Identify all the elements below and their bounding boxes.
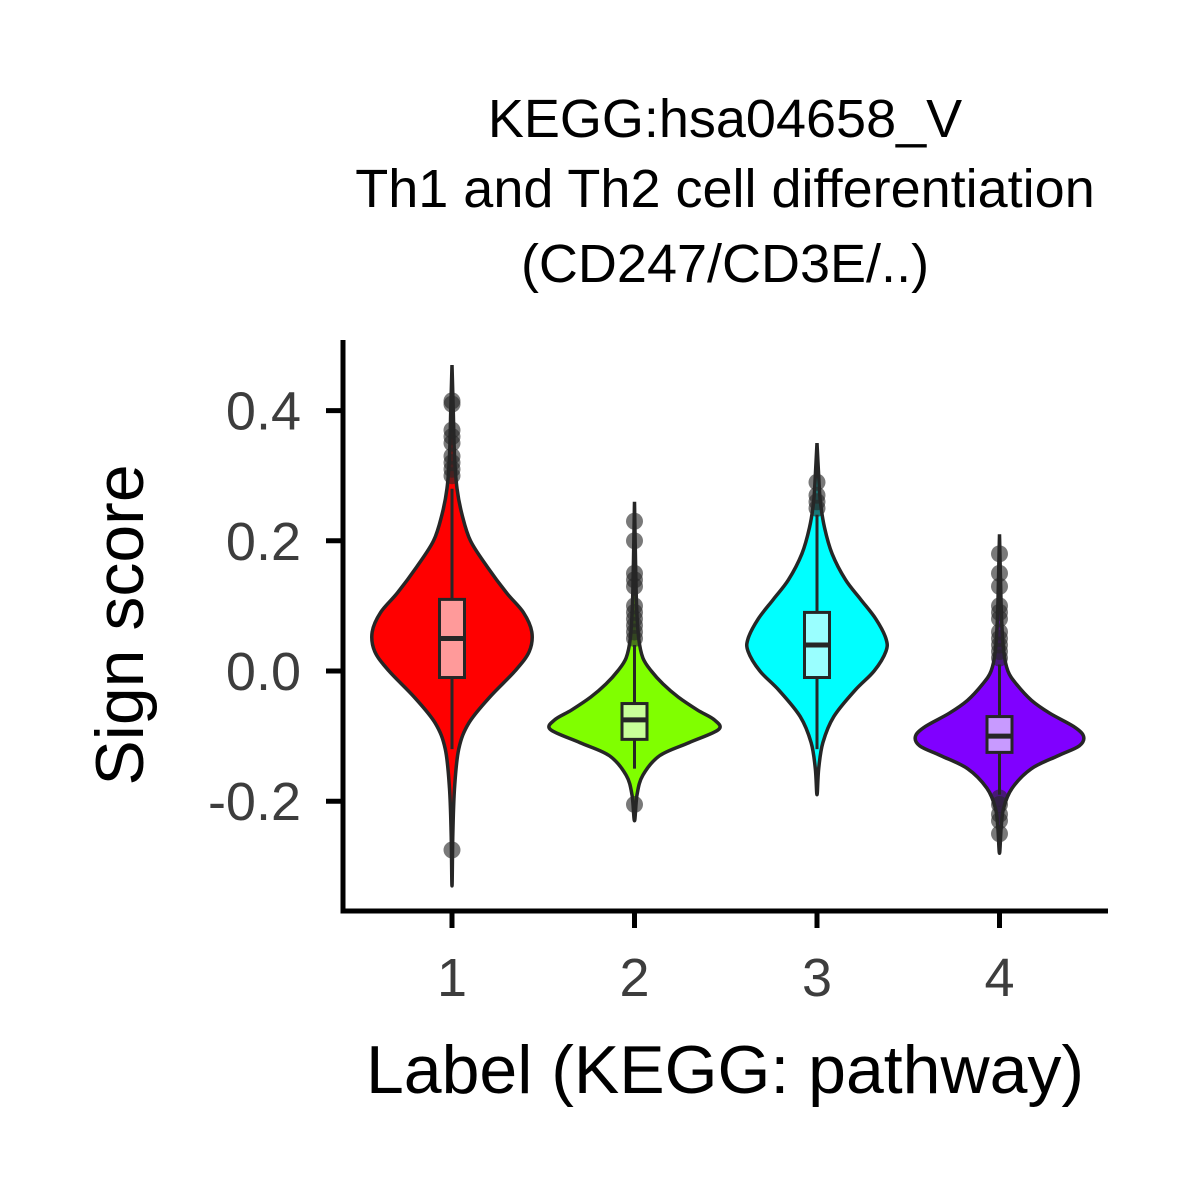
violin-group-4: [913, 534, 1086, 856]
violin-group-1: [370, 364, 534, 888]
y-tick-label: -0.2: [208, 772, 301, 832]
outlier-point: [626, 532, 643, 550]
outlier-point: [991, 564, 1008, 582]
outlier-point: [991, 825, 1008, 843]
y-axis-title: Sign score: [82, 464, 158, 785]
x-tick-label: 4: [984, 948, 1014, 1008]
chart-title-line-3: (CD247/CD3E/..): [521, 234, 929, 294]
y-tick-label: 0.2: [226, 512, 301, 572]
x-tick-label: 1: [437, 948, 467, 1008]
outlier-point: [443, 447, 461, 465]
x-axis-title: Label (KEGG: pathway): [366, 1032, 1084, 1108]
outlier-point: [991, 789, 1008, 807]
outlier-point: [626, 564, 643, 582]
violin-group-2: [547, 501, 722, 823]
chart-title-line-1: KEGG:hsa04658_V: [488, 89, 962, 149]
x-tick-label: 2: [619, 948, 649, 1008]
outlier-point: [443, 841, 461, 859]
chart-title-line-2: Th1 and Th2 cell differentiation: [355, 159, 1095, 219]
y-tick-label: 0.4: [226, 382, 301, 442]
outlier-point: [991, 623, 1008, 641]
outlier-point: [991, 597, 1008, 615]
outlier-point: [808, 486, 826, 504]
outlier-point: [626, 512, 643, 530]
outlier-point: [443, 392, 461, 410]
y-tick-label: 0.0: [226, 642, 301, 702]
outlier-point: [443, 421, 461, 439]
violin-group-3: [745, 443, 889, 797]
chart-title: KEGG:hsa04658_V Th1 and Th2 cell differe…: [355, 89, 1095, 294]
axes: 0.4 0.2 0.0 -0.2 1 2 3 4: [208, 340, 1108, 1008]
outlier-point: [808, 473, 826, 491]
x-tick-label: 3: [802, 948, 832, 1008]
outlier-point: [626, 795, 643, 813]
outlier-point: [991, 577, 1008, 595]
outlier-point: [626, 597, 643, 615]
plot-area: [370, 364, 1086, 888]
outlier-point: [991, 545, 1008, 563]
